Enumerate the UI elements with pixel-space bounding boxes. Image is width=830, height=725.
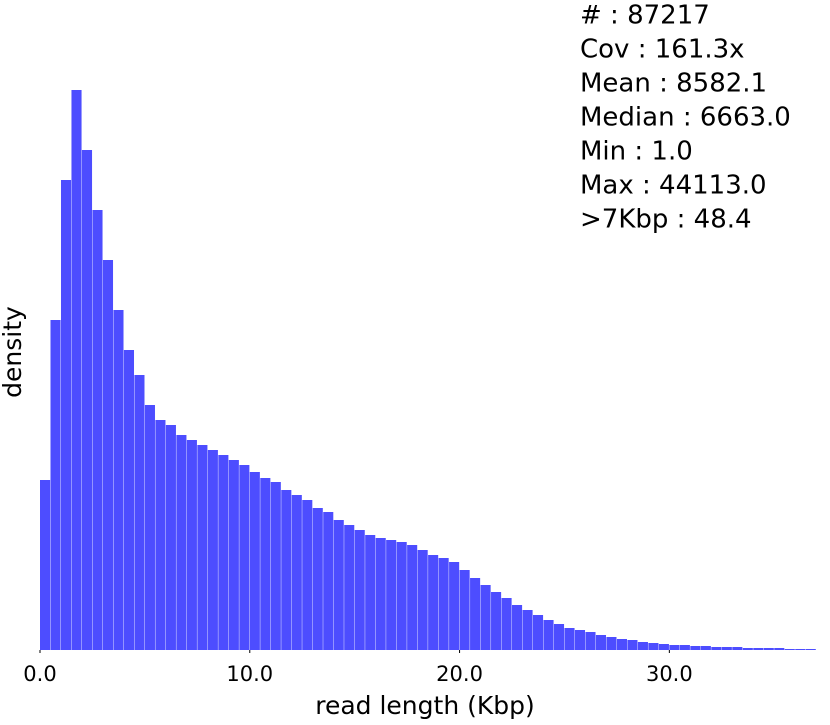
bar (449, 562, 460, 650)
bar (344, 525, 355, 650)
bar (81, 150, 93, 650)
bar (616, 639, 627, 650)
x-tick-label: 0.0 (23, 662, 56, 686)
bar (648, 643, 659, 650)
bar (564, 628, 575, 650)
bar (197, 445, 208, 650)
y-axis-label: density (0, 306, 27, 398)
bar (501, 598, 512, 650)
bar (595, 635, 607, 650)
bar (186, 440, 197, 650)
bar (774, 648, 785, 650)
bar (228, 460, 239, 650)
bar (805, 649, 816, 650)
bar (375, 538, 386, 650)
x-axis-label: read length (Kbp) (315, 691, 535, 720)
bar (302, 500, 313, 650)
bar (144, 405, 155, 650)
bar (784, 649, 795, 650)
bar (700, 646, 711, 650)
bar (606, 637, 617, 650)
bar (742, 648, 753, 650)
bar (407, 545, 418, 650)
bar (553, 624, 565, 650)
stat-line: Cov : 161.3x (580, 35, 745, 65)
bar (165, 425, 176, 650)
bar (386, 540, 397, 650)
stat-line: >7Kbp : 48.4 (580, 205, 752, 235)
stat-line: # : 87217 (580, 1, 710, 31)
stat-line: Mean : 8582.1 (580, 69, 767, 99)
stat-line: Max : 44113.0 (580, 171, 767, 201)
bar (512, 605, 523, 650)
bar (658, 644, 669, 650)
bar (218, 455, 229, 650)
bar (260, 478, 271, 650)
bar (291, 495, 302, 650)
bar (417, 550, 428, 650)
bar (732, 647, 743, 650)
bar (690, 646, 701, 650)
x-tick-label: 10.0 (226, 662, 273, 686)
bar (176, 435, 187, 650)
bar (459, 570, 470, 650)
bar (396, 542, 407, 650)
bar (281, 490, 292, 650)
bar (522, 610, 533, 650)
bar (480, 585, 491, 650)
bar (532, 615, 544, 650)
x-tick-label: 20.0 (436, 662, 483, 686)
bar (207, 450, 218, 650)
bar (753, 648, 764, 650)
bar (134, 375, 145, 650)
bar (60, 180, 72, 650)
bar (365, 535, 376, 650)
stat-line: Min : 1.0 (580, 137, 693, 167)
bar (627, 640, 638, 650)
bar (637, 642, 648, 650)
stat-line: Median : 6663.0 (580, 103, 791, 133)
bar (763, 648, 774, 650)
bar (543, 620, 554, 650)
bar (40, 480, 51, 650)
x-tick-label: 30.0 (646, 662, 693, 686)
bar (113, 310, 124, 650)
bar (71, 90, 82, 650)
bar (333, 520, 344, 650)
bar (428, 555, 439, 650)
bar (585, 632, 596, 650)
bar (323, 512, 334, 650)
bar (102, 260, 114, 650)
bar (721, 647, 732, 650)
bar (312, 508, 323, 650)
bar (669, 645, 680, 650)
bar (50, 320, 61, 650)
bar (123, 350, 135, 650)
bar (92, 210, 103, 650)
bar (354, 530, 365, 650)
bar (795, 649, 806, 650)
bar (239, 465, 250, 650)
bar (574, 630, 586, 650)
bar (155, 420, 166, 650)
bar (491, 592, 502, 650)
bar (270, 482, 281, 650)
bar (711, 647, 722, 650)
bar (470, 578, 481, 650)
bar (249, 472, 260, 650)
bar (438, 558, 449, 650)
bar (679, 645, 690, 650)
